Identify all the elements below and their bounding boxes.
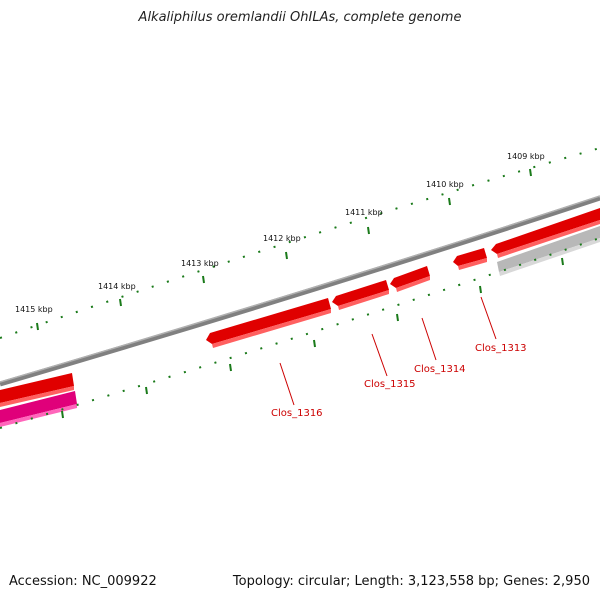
gene-label-clos-1316[interactable]: Clos_1316	[271, 408, 323, 419]
scale-label-1411: 1411 kbp	[345, 208, 383, 217]
gene-label-clos-1315[interactable]: Clos_1315	[364, 379, 416, 390]
genome-summary-text: Topology: circular; Length: 3,123,558 bp…	[232, 574, 590, 589]
gene-left-edge-red[interactable]	[0, 373, 74, 403]
gene-right-edge-red[interactable]	[491, 208, 600, 254]
scale-label-1412: 1412 kbp	[263, 234, 301, 243]
gene-clos-1315-arrow[interactable]	[332, 280, 389, 306]
scale-label-1409: 1409 kbp	[507, 152, 545, 161]
map-title: Alkaliphilus oremlandii OhILAs, complete…	[138, 10, 462, 25]
outer-tick-ring	[0, 147, 600, 339]
accession-text: Accession: NC_009922	[9, 574, 157, 589]
gene-right-edge-grey[interactable]	[497, 226, 600, 272]
genome-backbone	[0, 195, 600, 387]
gene-clos-1314-arrow[interactable]	[390, 266, 430, 288]
gene-label-leaders	[279, 296, 497, 406]
gene-label-clos-1314[interactable]: Clos_1314	[414, 364, 466, 375]
gene-label-clos-1313[interactable]: Clos_1313	[475, 343, 527, 354]
scale-label-1413: 1413 kbp	[181, 259, 219, 268]
inner-tick-ring	[0, 237, 600, 429]
gene-clos-1316-arrow[interactable]	[206, 298, 331, 344]
outer-major-ticks	[36, 168, 532, 331]
gene-left-edge-pink[interactable]	[0, 391, 77, 423]
scale-label-1410: 1410 kbp	[426, 180, 464, 189]
forward-genes	[0, 208, 600, 407]
gene-clos-1313-arrow[interactable]	[453, 248, 487, 266]
scale-label-1414: 1414 kbp	[98, 282, 136, 291]
inner-major-ticks	[61, 257, 564, 419]
scale-label-1415: 1415 kbp	[15, 305, 53, 314]
